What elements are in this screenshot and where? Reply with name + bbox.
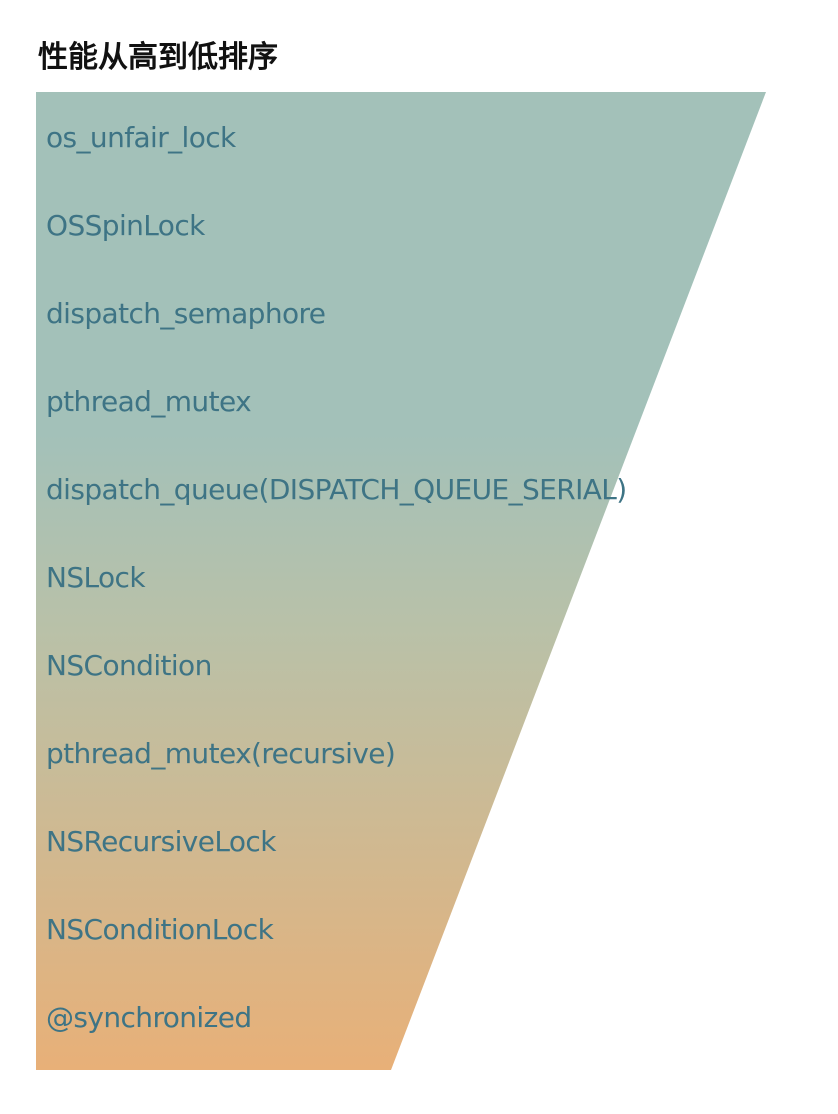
- lock-item: pthread_mutex: [46, 385, 252, 418]
- performance-funnel: os_unfair_lock OSSpinLock dispatch_semapho…: [36, 92, 766, 1070]
- funnel-shape: [36, 92, 766, 1070]
- lock-item: pthread_mutex(recursive): [46, 737, 396, 770]
- lock-item: @synchronized: [46, 1001, 252, 1034]
- funnel-trapezoid: [36, 92, 766, 1070]
- lock-item: NSLock: [46, 561, 146, 594]
- lock-item: dispatch_queue(DISPATCH_QUEUE_SERIAL): [46, 473, 627, 506]
- page-title: 性能从高到低排序: [38, 40, 278, 75]
- lock-item: NSCondition: [46, 649, 212, 682]
- lock-item: dispatch_semaphore: [46, 297, 326, 330]
- lock-item: OSSpinLock: [46, 209, 205, 242]
- lock-item: os_unfair_lock: [46, 121, 236, 154]
- lock-list: os_unfair_lock OSSpinLock dispatch_semapho…: [36, 92, 766, 1070]
- lock-item: NSConditionLock: [46, 913, 274, 946]
- lock-item: NSRecursiveLock: [46, 825, 276, 858]
